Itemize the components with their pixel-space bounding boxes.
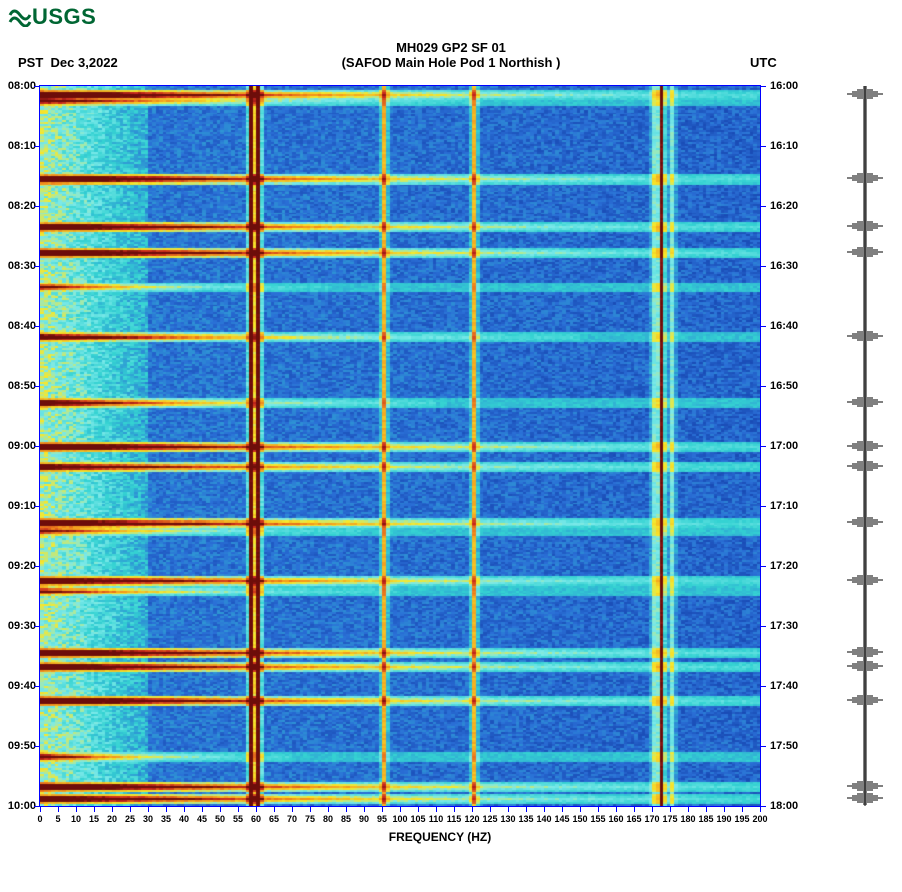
x-tick: 25 — [125, 814, 135, 824]
left-date: Dec 3,2022 — [51, 55, 118, 70]
x-tick: 125 — [482, 814, 497, 824]
x-tick: 165 — [626, 814, 641, 824]
x-tick: 160 — [608, 814, 623, 824]
x-tick: 85 — [341, 814, 351, 824]
x-tick: 135 — [518, 814, 533, 824]
x-tick: 120 — [464, 814, 479, 824]
x-tick: 105 — [410, 814, 425, 824]
x-tick: 200 — [752, 814, 767, 824]
x-tick: 195 — [734, 814, 749, 824]
y-tick-left: 08:40 — [0, 320, 36, 332]
x-tick: 65 — [269, 814, 279, 824]
spectrogram-plot — [40, 86, 760, 806]
x-tick: 100 — [392, 814, 407, 824]
x-tick: 130 — [500, 814, 515, 824]
left-tz: PST — [18, 55, 43, 70]
y-tick-right: 17:30 — [770, 620, 798, 632]
logo-text: USGS — [32, 4, 96, 29]
x-tick: 110 — [429, 814, 444, 824]
amplitude-trace — [840, 86, 890, 806]
x-tick: 155 — [590, 814, 605, 824]
x-tick: 50 — [215, 814, 225, 824]
x-tick: 115 — [447, 814, 462, 824]
y-tick-left: 08:50 — [0, 380, 36, 392]
x-tick: 40 — [179, 814, 189, 824]
y-tick-left: 09:10 — [0, 500, 36, 512]
x-tick: 55 — [233, 814, 243, 824]
y-tick-left: 09:40 — [0, 680, 36, 692]
y-tick-left: 08:10 — [0, 140, 36, 152]
x-tick: 180 — [680, 814, 695, 824]
x-axis-label: FREQUENCY (HZ) — [40, 830, 840, 844]
y-tick-left: 09:00 — [0, 440, 36, 452]
x-tick: 150 — [572, 814, 587, 824]
y-tick-left: 09:50 — [0, 740, 36, 752]
x-tick: 185 — [698, 814, 713, 824]
x-tick: 175 — [662, 814, 677, 824]
y-tick-left: 09:30 — [0, 620, 36, 632]
x-tick: 75 — [305, 814, 315, 824]
y-tick-right: 16:50 — [770, 380, 798, 392]
usgs-logo: USGS — [8, 4, 96, 30]
x-tick: 30 — [143, 814, 153, 824]
y-tick-right: 16:20 — [770, 200, 798, 212]
left-tz-date: PST Dec 3,2022 — [18, 55, 118, 70]
x-tick: 90 — [359, 814, 369, 824]
x-tick: 70 — [287, 814, 297, 824]
y-tick-right: 17:50 — [770, 740, 798, 752]
y-tick-right: 16:40 — [770, 320, 798, 332]
y-tick-right: 17:40 — [770, 680, 798, 692]
y-tick-left: 10:00 — [0, 800, 36, 812]
y-tick-right: 17:20 — [770, 560, 798, 572]
y-tick-right: 18:00 — [770, 800, 798, 812]
x-tick: 35 — [161, 814, 171, 824]
y-tick-right: 16:30 — [770, 260, 798, 272]
y-tick-right: 16:10 — [770, 140, 798, 152]
chart-title-1: MH029 GP2 SF 01 — [0, 40, 902, 55]
x-tick: 0 — [37, 814, 42, 824]
y-tick-left: 09:20 — [0, 560, 36, 572]
x-tick: 95 — [377, 814, 387, 824]
x-tick: 15 — [89, 814, 99, 824]
y-tick-right: 17:10 — [770, 500, 798, 512]
x-tick: 5 — [55, 814, 60, 824]
x-tick: 20 — [107, 814, 117, 824]
x-tick: 145 — [554, 814, 569, 824]
y-tick-right: 16:00 — [770, 80, 798, 92]
y-tick-left: 08:30 — [0, 260, 36, 272]
x-tick: 80 — [323, 814, 333, 824]
x-tick: 170 — [644, 814, 659, 824]
x-tick: 140 — [536, 814, 551, 824]
y-tick-left: 08:20 — [0, 200, 36, 212]
x-tick: 60 — [251, 814, 261, 824]
y-tick-left: 08:00 — [0, 80, 36, 92]
spectrogram-canvas — [40, 86, 760, 806]
x-tick: 45 — [197, 814, 207, 824]
right-tz: UTC — [750, 55, 777, 70]
y-tick-right: 17:00 — [770, 440, 798, 452]
x-tick: 10 — [71, 814, 81, 824]
x-tick: 190 — [716, 814, 731, 824]
